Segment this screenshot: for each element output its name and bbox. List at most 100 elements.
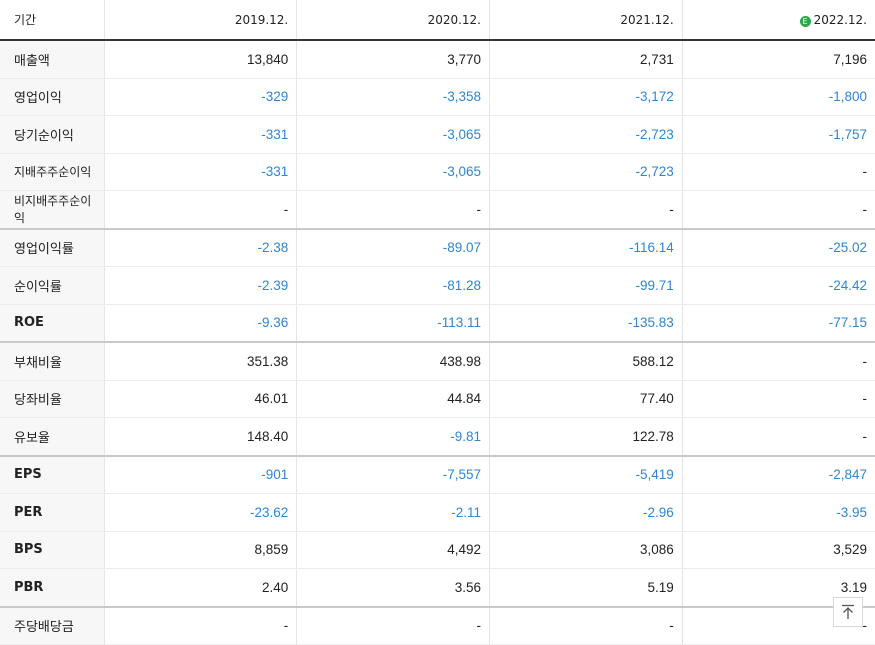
table-cell: -2.38 (103, 227, 297, 267)
table-cell: -2.96 (489, 493, 683, 532)
table-cell: 122.78 (489, 417, 683, 456)
period-label: 기간 (0, 0, 104, 41)
row-label: 영업이익률 (0, 227, 104, 267)
row-label: PBR (0, 568, 104, 607)
table-cell: 3,770 (296, 40, 490, 79)
table-cell: -329 (103, 78, 297, 116)
table-cell: -3.95 (681, 493, 875, 532)
period-header: 2020.12. (296, 0, 490, 41)
scroll-to-top-button[interactable] (833, 597, 863, 627)
table-row: 유보율 148.40 -9.81 122.78- (0, 417, 875, 456)
table-row: 순이익률 -2.39 -81.28 -99.71 -24.42 (0, 266, 875, 305)
table-cell: 7,196 (681, 40, 875, 79)
arrow-up-to-top-icon (842, 604, 854, 619)
table-row: 매출액 13,840 3,770 2,731 7,196 (0, 40, 875, 79)
table-row: PER -23.62 -2.11 -2.96 -3.95 (0, 493, 875, 532)
table-cell: 2,731 (489, 40, 683, 79)
table-row: 영업이익률 -2.38 -89.07 -116.14 -25.02 (0, 227, 875, 267)
row-label: 주당배당금 (0, 605, 104, 645)
table-cell: -77.15 (681, 304, 875, 343)
row-label: ROE (0, 304, 104, 343)
table-cell: - (681, 380, 875, 418)
table-cell: -3,172 (489, 78, 683, 116)
row-label: PER (0, 493, 104, 532)
table-cell: - (296, 190, 490, 229)
table-cell: -81.28 (296, 266, 490, 305)
table-cell: - (681, 190, 875, 229)
table-row: EPS -901 -7,557 -5,419 -2,847 (0, 454, 875, 494)
table-cell: -2.11 (296, 493, 490, 532)
header-row: 기간 2019.12. 2020.12. 2021.12. E 2022.12. (0, 0, 875, 41)
row-label: 비지배주주순이익 (0, 190, 104, 229)
table-row: BPS 8,859 4,492 3,086 3,529 (0, 531, 875, 569)
table-cell: -135.83 (489, 304, 683, 343)
table-cell: 148.40 (103, 417, 297, 456)
table-cell: -113.11 (296, 304, 490, 343)
table-cell: 4,492 (296, 531, 490, 569)
table-cell: -331 (103, 115, 297, 154)
table-cell: - (681, 153, 875, 191)
table-row: 지배주주순이익 -331 -3,065 -2,723- (0, 153, 875, 191)
table-cell: -2,723 (489, 115, 683, 154)
table-cell: -1,757 (681, 115, 875, 154)
table-row: 부채비율 351.38 438.98 588.12- (0, 341, 875, 381)
table-cell: 2.40 (103, 568, 297, 607)
table-cell: - (296, 605, 490, 645)
table-row: 비지배주주순이익 - - - - (0, 190, 875, 229)
table-cell: 3,086 (489, 531, 683, 569)
table-row: 당기순이익 -331 -3,065 -2,723 -1,757 (0, 115, 875, 154)
table-cell: 588.12 (489, 341, 683, 381)
table-row: ROE -9.36 -113.11 -135.83 -77.15 (0, 304, 875, 343)
table-cell: -5,419 (489, 454, 683, 494)
table-cell: -3,065 (296, 115, 490, 154)
table-cell: -24.42 (681, 266, 875, 305)
row-label: 영업이익 (0, 78, 104, 116)
table-cell: - (681, 417, 875, 456)
row-label: 매출액 (0, 40, 104, 79)
table-cell: 77.40 (489, 380, 683, 418)
table-cell: -99.71 (489, 266, 683, 305)
period-header-label: 2022.12. (813, 12, 867, 27)
table-cell: -1,800 (681, 78, 875, 116)
row-label: 당기순이익 (0, 115, 104, 154)
row-label: EPS (0, 454, 104, 494)
table-cell: -3,358 (296, 78, 490, 116)
table-cell: -9.36 (103, 304, 297, 343)
row-label: 당좌비율 (0, 380, 104, 418)
table-cell: 8,859 (103, 531, 297, 569)
table-cell: 44.84 (296, 380, 490, 418)
table-row: 영업이익 -329 -3,358 -3,172 -1,800 (0, 78, 875, 116)
row-label: BPS (0, 531, 104, 569)
table-cell: -89.07 (296, 227, 490, 267)
table-cell: - (489, 190, 683, 229)
table-cell: 3,529 (681, 531, 875, 569)
table-cell: -7,557 (296, 454, 490, 494)
table-cell: 13,840 (103, 40, 297, 79)
row-label: 부채비율 (0, 341, 104, 381)
table-cell: 351.38 (103, 341, 297, 381)
period-header: 2019.12. (103, 0, 297, 41)
row-label: 순이익률 (0, 266, 104, 305)
table-cell: -116.14 (489, 227, 683, 267)
table-cell: 5.19 (489, 568, 683, 607)
table-cell: 438.98 (296, 341, 490, 381)
table-cell: -2,723 (489, 153, 683, 191)
table-cell: - (103, 190, 297, 229)
table-cell: - (489, 605, 683, 645)
table-body: 매출액 13,840 3,770 2,731 7,196 영업이익 -329 -3,358-… (0, 40, 875, 645)
table-cell: -9.81 (296, 417, 490, 456)
table-cell: -331 (103, 153, 297, 191)
estimate-icon: E (799, 15, 811, 27)
table-cell: -23.62 (103, 493, 297, 532)
table-row: 당좌비율 46.01 44.84 77.40- (0, 380, 875, 418)
table-row: PBR 2.40 3.56 5.19 3.19 (0, 568, 875, 607)
table-cell: -25.02 (681, 227, 875, 267)
period-header-estimate: E 2022.12. (681, 0, 875, 41)
table-cell: 3.56 (296, 568, 490, 607)
period-header: 2021.12. (489, 0, 683, 41)
row-label: 유보율 (0, 417, 104, 456)
table-cell: 46.01 (103, 380, 297, 418)
table-cell: - (681, 341, 875, 381)
table-cell: -2.39 (103, 266, 297, 305)
